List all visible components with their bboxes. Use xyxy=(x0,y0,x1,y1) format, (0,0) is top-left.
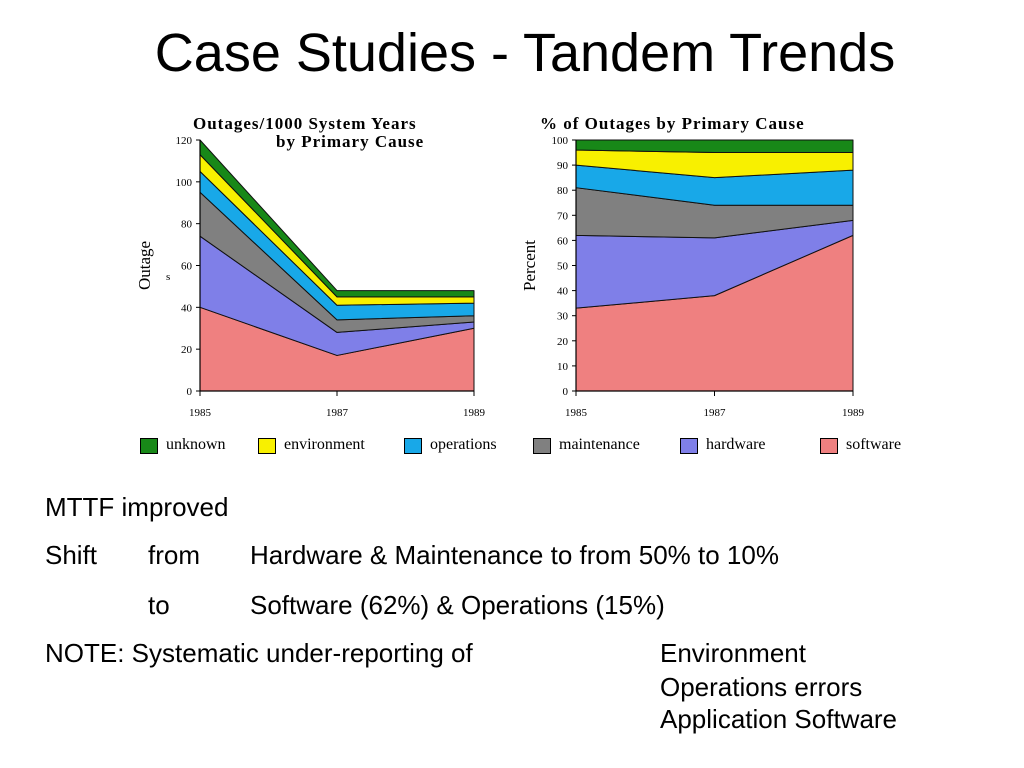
x-tick-label: 1989 xyxy=(842,407,865,419)
legend-swatch xyxy=(404,438,422,454)
y-axis-title: Outage xyxy=(135,241,154,290)
y-tick-label: 40 xyxy=(557,286,569,298)
y-axis-title-extra: s xyxy=(166,271,170,283)
legend-swatch xyxy=(258,438,276,454)
y-tick-label: 0 xyxy=(563,386,569,398)
area-unknown xyxy=(575,139,854,154)
legend-swatch xyxy=(533,438,551,454)
y-tick-label: 90 xyxy=(557,160,569,172)
y-tick-label: 80 xyxy=(181,219,193,231)
x-tick-label: 1987 xyxy=(326,407,349,419)
legend-label: hardware xyxy=(706,436,766,453)
body-environment-text: Environment xyxy=(660,638,806,668)
chart2-title-line1: % of Outages by Primary Cause xyxy=(540,114,805,133)
y-tick-label: 120 xyxy=(176,135,193,147)
y-axis-title: Percent xyxy=(520,240,539,291)
body-shift-label: Shift xyxy=(45,540,98,570)
x-tick-label: 1985 xyxy=(189,407,212,419)
y-tick-label: 20 xyxy=(557,336,569,348)
y-tick-label: 50 xyxy=(557,261,569,273)
y-tick-label: 70 xyxy=(557,210,569,222)
body-note-text: NOTE: Systematic under-reporting of xyxy=(45,638,473,668)
legend-label: unknown xyxy=(166,436,226,453)
y-tick-label: 80 xyxy=(557,185,569,197)
body-application-software-text: Application Software xyxy=(660,704,898,734)
legend-label: maintenance xyxy=(559,436,640,453)
chart-legend: unknown environment operations maintenance h… xyxy=(140,436,920,460)
legend-swatch xyxy=(680,438,698,454)
x-tick-label: 1985 xyxy=(565,407,588,419)
y-tick-label: 60 xyxy=(557,235,569,247)
outages-per-1000-chart: 0 20 40 60 80 100 120 1985 1987 1989 Outage s xyxy=(135,135,486,419)
slide-title: Case Studies - Tandem Trends xyxy=(154,23,896,83)
body-hardware-maintenance-text: Hardware & Maintenance to from 50% to 10… xyxy=(250,540,779,570)
body-operations-errors-text: Operations errors xyxy=(660,672,863,702)
legend-swatch xyxy=(140,438,158,454)
legend-label: software xyxy=(846,436,902,453)
percent-outages-chart: 0 10 20 30 40 50 60 70 80 90 100 1985 1987 1989 Percen… xyxy=(520,135,865,419)
legend-label: operations xyxy=(430,436,497,453)
y-tick-label: 20 xyxy=(181,344,193,356)
chart1-title-line2: by Primary Cause xyxy=(276,132,425,151)
chart1-title-line1: Outages/1000 System Years xyxy=(193,114,417,133)
legend-label: environment xyxy=(284,436,365,453)
body-software-operations-text: Software (62%) & Operations (15%) xyxy=(250,590,665,620)
body-from-label: from xyxy=(148,540,200,570)
y-tick-label: 0 xyxy=(187,386,193,398)
y-tick-label: 10 xyxy=(557,361,569,373)
y-tick-label: 40 xyxy=(181,302,193,314)
body-to-label: to xyxy=(148,590,170,620)
y-tick-label: 100 xyxy=(176,177,193,189)
x-tick-label: 1989 xyxy=(463,407,486,419)
legend-swatch xyxy=(820,438,838,454)
y-tick-label: 100 xyxy=(552,135,569,147)
y-tick-label: 60 xyxy=(181,261,193,273)
x-tick-label: 1987 xyxy=(704,407,727,419)
y-tick-label: 30 xyxy=(557,311,569,323)
body-line-mttf: MTTF improved xyxy=(45,492,229,522)
